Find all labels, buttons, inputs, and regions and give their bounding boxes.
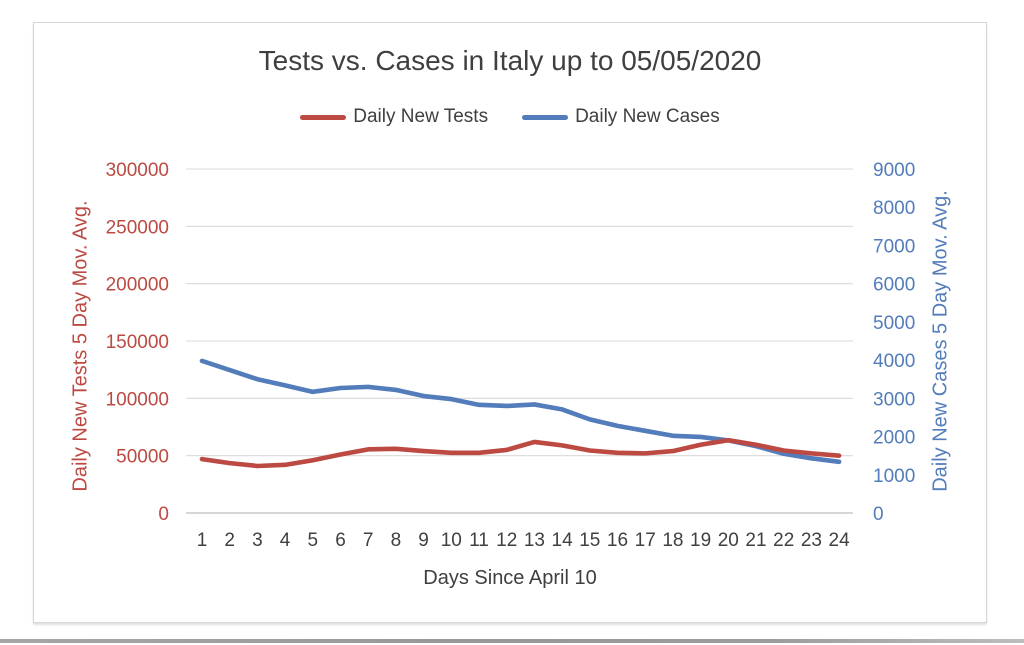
x-axis-tick-label: 18 — [662, 530, 683, 551]
x-axis-tick-label: 2 — [224, 530, 235, 551]
left-axis-tick-label: 200000 — [106, 275, 169, 296]
legend-label-cases: Daily New Cases — [575, 106, 720, 127]
tests-line-swatch-icon — [300, 114, 347, 120]
x-axis-tick-label: 4 — [280, 530, 291, 551]
x-axis-tick-label: 21 — [745, 530, 766, 551]
chart-title: Tests vs. Cases in Italy up to 05/05/202… — [258, 45, 762, 76]
right-axis-tick-label: 6000 — [873, 275, 915, 296]
x-axis-tick-label: 7 — [363, 530, 374, 551]
legend-label-tests: Daily New Tests — [353, 106, 489, 127]
x-axis-tick-label: 9 — [418, 530, 429, 551]
legend-item-daily-new-tests: Daily New Tests — [300, 106, 488, 128]
plot-area: 0 50000 100000 150000 200000 250000 300000 0 100… — [106, 160, 916, 551]
x-axis-title: Days Since April 10 — [423, 567, 597, 589]
x-axis-tick-label: 8 — [391, 530, 402, 551]
x-axis-tick-label: 19 — [690, 530, 711, 551]
x-axis-tick-label: 13 — [524, 530, 545, 551]
left-axis-tick-label: 0 — [158, 504, 169, 525]
daily-new-tests-line — [199, 437, 842, 469]
x-axis-tick-label: 1 — [197, 530, 208, 551]
x-axis-tick-label: 10 — [441, 530, 462, 551]
x-axis-tick-label: 5 — [308, 530, 319, 551]
x-axis-tick-label: 20 — [718, 530, 739, 551]
chart-legend: Daily New Tests Daily New Cases — [34, 106, 986, 128]
x-axis-tick-label: 24 — [829, 530, 851, 551]
x-axis-tick-label: 15 — [579, 530, 600, 551]
left-axis-tick-label: 300000 — [106, 160, 169, 181]
chart-container: Tests vs. Cases in Italy up to 05/05/202… — [33, 22, 987, 623]
left-axis-tick-label: 150000 — [106, 332, 169, 353]
left-axis-tick-label: 100000 — [106, 389, 169, 410]
x-axis-tick-label: 3 — [252, 530, 263, 551]
x-axis-tick-label: 14 — [552, 530, 574, 551]
right-axis-tick-label: 1000 — [873, 466, 915, 487]
right-axis-tick-label: 0 — [873, 504, 884, 525]
x-axis-tick-label: 17 — [635, 530, 656, 551]
left-axis-tick-label: 250000 — [106, 217, 169, 238]
x-axis-tick-label: 23 — [801, 530, 822, 551]
cases-line-swatch-icon — [522, 114, 569, 120]
x-axis-tick-label: 6 — [335, 530, 346, 551]
right-axis-tick-label: 9000 — [873, 160, 915, 181]
x-axis-tick-label: 11 — [469, 530, 489, 551]
right-axis-tick-label: 5000 — [873, 313, 915, 334]
right-axis-tick-label: 7000 — [873, 236, 915, 257]
x-axis-tick-label: 22 — [773, 530, 794, 551]
right-axis-tick-label: 2000 — [873, 428, 915, 449]
x-axis-tick-label: 12 — [496, 530, 517, 551]
left-axis-tick-label: 50000 — [116, 447, 169, 468]
legend-item-daily-new-cases: Daily New Cases — [522, 106, 720, 128]
right-axis-tick-label: 8000 — [873, 198, 915, 219]
screen-bottom-edge — [0, 639, 1024, 643]
right-axis-tick-label: 3000 — [873, 389, 915, 410]
x-axis-tick-label: 16 — [607, 530, 628, 551]
right-axis-tick-label: 4000 — [873, 351, 915, 372]
